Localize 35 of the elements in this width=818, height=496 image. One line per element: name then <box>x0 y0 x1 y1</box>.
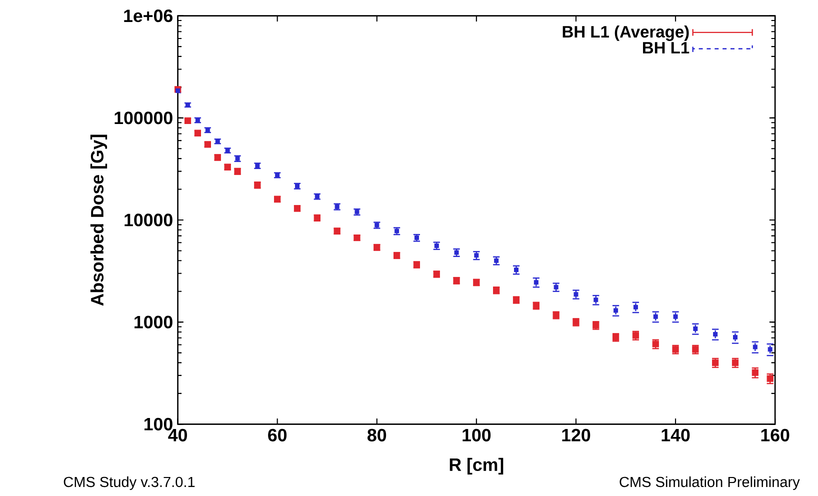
point <box>414 236 419 240</box>
point <box>693 326 698 332</box>
y-axis-title: Absorbed Dose [Gy] <box>90 135 108 306</box>
point <box>768 347 772 352</box>
text: CMS Study v.3.7.0.1 <box>64 476 195 490</box>
point <box>712 360 719 366</box>
x-tick-label: 140 <box>662 429 690 442</box>
point <box>633 305 638 310</box>
y-tick-label: 1e+06 <box>124 10 172 22</box>
y-tick-label: 100000 <box>114 112 172 124</box>
legend-label: BH L1 (Average) <box>562 26 689 42</box>
point <box>752 370 758 376</box>
point <box>673 314 678 320</box>
y-tick-label: 100 <box>144 418 172 431</box>
x-tick-label: 100 <box>462 429 491 442</box>
text: CMS Simulation Preliminary <box>620 476 800 490</box>
point <box>713 332 718 337</box>
point <box>653 314 658 320</box>
point <box>766 375 774 382</box>
x-tick-label: 80 <box>368 429 386 442</box>
y-tick-label: 1000 <box>134 316 172 329</box>
y-tick-label: 10000 <box>124 214 172 227</box>
legend-label: BH L1 <box>643 42 690 54</box>
point <box>692 346 699 353</box>
point <box>732 360 739 366</box>
point <box>632 332 640 339</box>
x-tick-label: 40 <box>168 429 187 442</box>
point <box>614 308 618 313</box>
x-tick-label: 160 <box>761 429 790 442</box>
point <box>733 335 738 340</box>
point <box>752 344 758 350</box>
x-axis-title: R [cm] <box>450 458 504 475</box>
x-tick-label: 60 <box>268 429 287 442</box>
point <box>672 346 679 353</box>
x-tick-label: 120 <box>562 429 590 442</box>
